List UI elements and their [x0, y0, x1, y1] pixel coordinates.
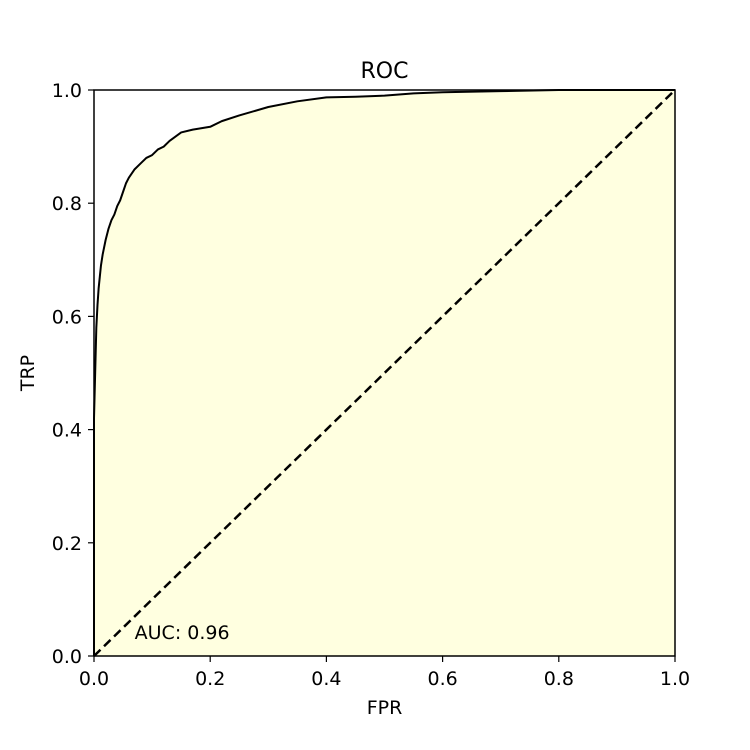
y-tick-label: 0.4 [52, 420, 82, 442]
y-tick-label: 0.6 [52, 306, 82, 328]
y-axis-ticks: 0.0 0.2 0.4 0.6 0.8 1.0 [52, 80, 94, 668]
y-tick-label: 0.2 [52, 533, 82, 555]
x-tick-label: 0.6 [427, 668, 457, 690]
x-tick-label: 0.8 [544, 668, 574, 690]
x-tick-label: 0.4 [311, 668, 341, 690]
x-axis-label: FPR [367, 697, 403, 719]
roc-curve-line [93, 89, 675, 656]
plot-frame [93, 89, 676, 657]
x-axis-ticks: 0.0 0.2 0.4 0.6 0.8 1.0 [79, 656, 690, 690]
auc-annotation: AUC: 0.96 [135, 622, 230, 644]
y-tick-label: 0.0 [52, 646, 82, 668]
x-tick-label: 0.0 [79, 668, 109, 690]
random-classifier-diagonal [93, 89, 676, 657]
x-tick-label: 0.2 [195, 668, 225, 690]
x-tick-label: 1.0 [660, 668, 690, 690]
plot-area [93, 89, 676, 657]
chart-title: ROC [361, 59, 409, 84]
y-tick-label: 1.0 [52, 80, 82, 102]
y-tick-label: 0.8 [52, 193, 82, 215]
y-axis-label: TRP [17, 355, 39, 392]
